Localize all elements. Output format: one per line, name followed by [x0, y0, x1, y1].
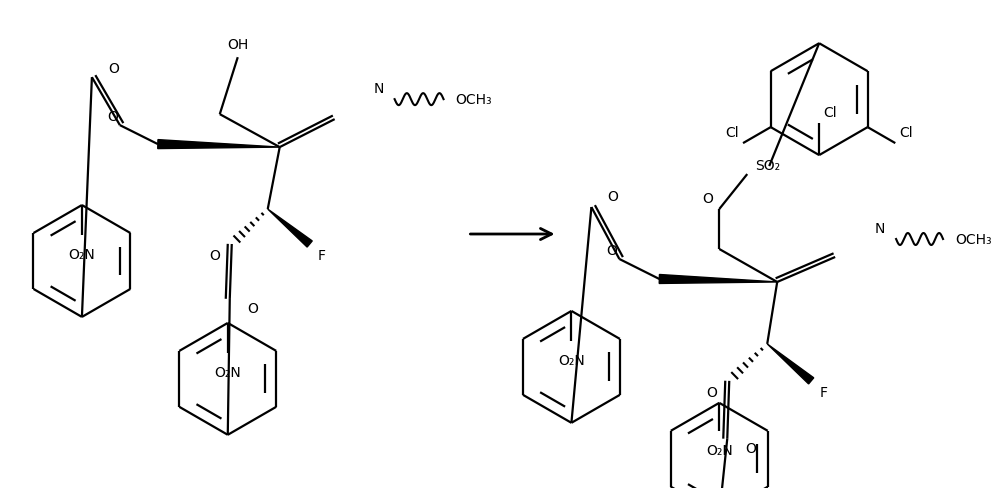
- Text: O: O: [108, 62, 119, 76]
- Polygon shape: [767, 344, 814, 384]
- Text: O₂N: O₂N: [69, 247, 95, 262]
- Text: O: O: [209, 248, 220, 263]
- Text: O: O: [702, 192, 713, 205]
- Text: O: O: [607, 190, 618, 203]
- Text: N: N: [374, 82, 384, 96]
- Text: O: O: [706, 385, 717, 399]
- Text: N: N: [875, 222, 885, 236]
- Text: Cl: Cl: [823, 106, 837, 120]
- Text: O: O: [745, 441, 756, 455]
- Text: OCH₃: OCH₃: [955, 232, 992, 246]
- Text: O: O: [606, 244, 617, 258]
- Text: Cl: Cl: [899, 126, 913, 140]
- Polygon shape: [659, 275, 777, 284]
- Text: OCH₃: OCH₃: [456, 93, 493, 107]
- Text: O: O: [248, 301, 259, 315]
- Polygon shape: [268, 210, 313, 247]
- Text: F: F: [318, 248, 326, 263]
- Text: F: F: [819, 385, 827, 399]
- Text: O₂N: O₂N: [215, 365, 241, 379]
- Text: Cl: Cl: [725, 126, 739, 140]
- Text: OH: OH: [227, 38, 249, 52]
- Polygon shape: [158, 141, 280, 149]
- Text: O₂N: O₂N: [558, 353, 584, 367]
- Text: O₂N: O₂N: [706, 443, 732, 457]
- Text: O: O: [107, 110, 118, 124]
- Text: SO₂: SO₂: [755, 159, 780, 173]
